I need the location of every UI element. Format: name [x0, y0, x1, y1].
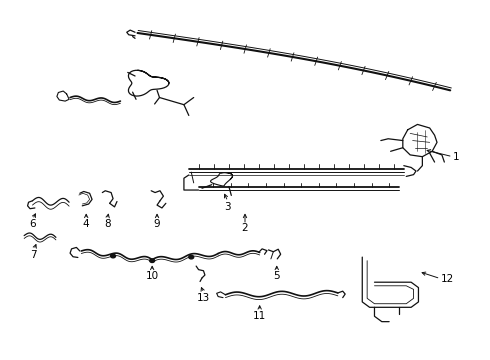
Circle shape: [189, 255, 194, 259]
Text: 5: 5: [273, 271, 280, 282]
Text: 2: 2: [242, 223, 248, 233]
Circle shape: [150, 259, 155, 262]
Text: 4: 4: [83, 220, 90, 229]
Text: 12: 12: [441, 274, 454, 284]
Text: 6: 6: [29, 220, 36, 229]
Circle shape: [111, 254, 116, 258]
Text: 11: 11: [253, 311, 266, 321]
Text: 10: 10: [146, 271, 159, 282]
Text: 7: 7: [30, 250, 37, 260]
Text: 9: 9: [154, 220, 160, 229]
Text: 8: 8: [104, 220, 111, 229]
Text: 13: 13: [197, 293, 210, 303]
Text: 3: 3: [224, 202, 231, 212]
Text: 1: 1: [453, 152, 459, 162]
